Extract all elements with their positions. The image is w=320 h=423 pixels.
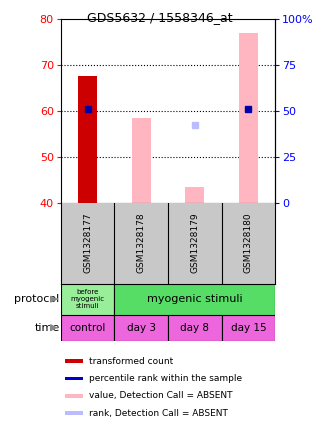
- Bar: [61, 315, 114, 341]
- Bar: [78, 77, 97, 203]
- Bar: [132, 118, 151, 203]
- Text: day 3: day 3: [127, 323, 156, 332]
- Text: value, Detection Call = ABSENT: value, Detection Call = ABSENT: [89, 391, 232, 400]
- Text: GSM1328179: GSM1328179: [190, 213, 199, 273]
- Text: myogenic stimuli: myogenic stimuli: [147, 294, 243, 304]
- Bar: [65, 411, 83, 415]
- Text: day 15: day 15: [231, 323, 266, 332]
- Bar: [65, 394, 83, 398]
- Text: GSM1328178: GSM1328178: [137, 213, 146, 273]
- Bar: [185, 187, 204, 203]
- Text: protocol: protocol: [14, 294, 60, 304]
- Bar: [61, 283, 114, 315]
- Bar: [114, 283, 275, 315]
- Text: time: time: [35, 323, 60, 332]
- Text: control: control: [69, 323, 106, 332]
- Text: day 8: day 8: [180, 323, 209, 332]
- Text: rank, Detection Call = ABSENT: rank, Detection Call = ABSENT: [89, 409, 228, 418]
- Text: GSM1328180: GSM1328180: [244, 213, 253, 273]
- Text: transformed count: transformed count: [89, 357, 173, 366]
- Bar: [65, 376, 83, 380]
- Text: percentile rank within the sample: percentile rank within the sample: [89, 374, 242, 383]
- Bar: [168, 315, 221, 341]
- Bar: [114, 315, 168, 341]
- Text: before
myogenic
stimuli: before myogenic stimuli: [70, 289, 105, 309]
- Text: GDS5632 / 1558346_at: GDS5632 / 1558346_at: [87, 11, 233, 24]
- Text: GSM1328177: GSM1328177: [83, 213, 92, 273]
- Bar: [221, 315, 275, 341]
- Bar: [65, 359, 83, 363]
- Bar: [239, 33, 258, 203]
